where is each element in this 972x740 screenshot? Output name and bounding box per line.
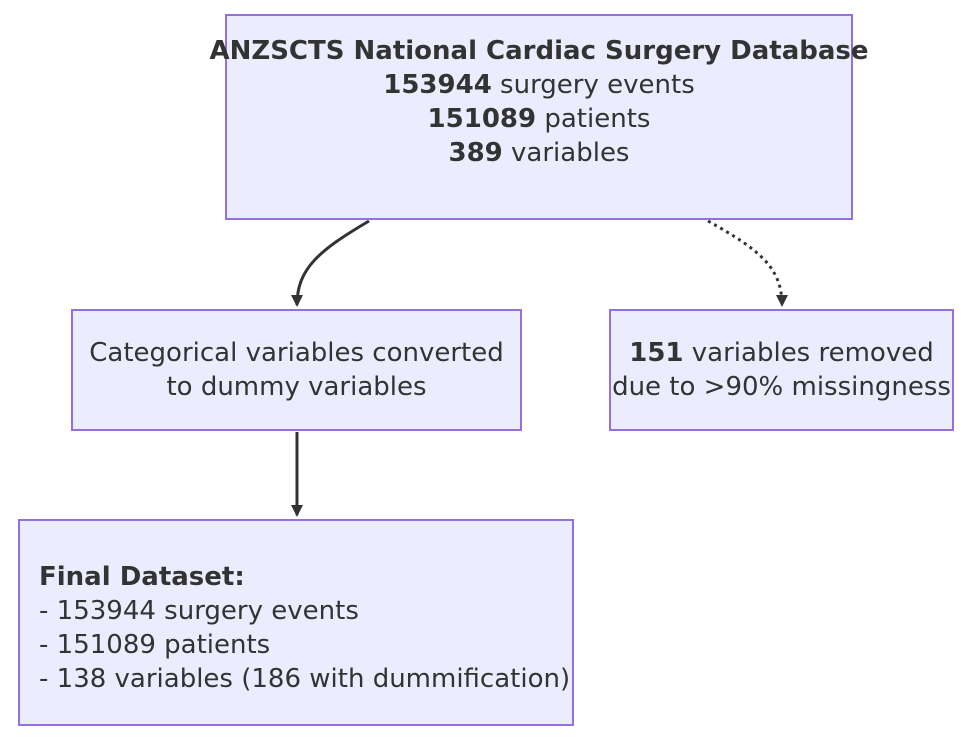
dummy-line-2: to dummy variables xyxy=(166,372,427,402)
source-patients: 151089 patients xyxy=(427,104,651,134)
final-item-variables: - 138 variables (186 with dummification) xyxy=(39,663,571,694)
node-variables-removed: 151 variables removed due to >90% missin… xyxy=(609,309,954,431)
final-item-patients: - 151089 patients xyxy=(39,629,271,660)
node-source-database: ANZSCTS National Cardiac Surgery Databas… xyxy=(209,14,869,220)
final-item-events: - 153944 surgery events xyxy=(39,595,359,626)
removed-line-2: due to >90% missingness xyxy=(612,372,951,402)
node-final-dataset: Final Dataset: - 153944 surgery events -… xyxy=(18,519,574,726)
edge-source-to-dummy xyxy=(291,219,370,307)
source-events: 153944 surgery events xyxy=(383,70,695,100)
edge-source-to-removed xyxy=(707,219,788,307)
source-variables: 389 variables xyxy=(448,138,630,168)
dummy-line-1: Categorical variables converted xyxy=(89,338,504,368)
removed-line-1: 151 variables removed xyxy=(629,338,934,368)
source-title: ANZSCTS National Cardiac Surgery Databas… xyxy=(209,36,869,66)
final-title: Final Dataset: xyxy=(39,561,245,592)
node-dummy-conversion: Categorical variables converted to dummy… xyxy=(71,309,522,431)
